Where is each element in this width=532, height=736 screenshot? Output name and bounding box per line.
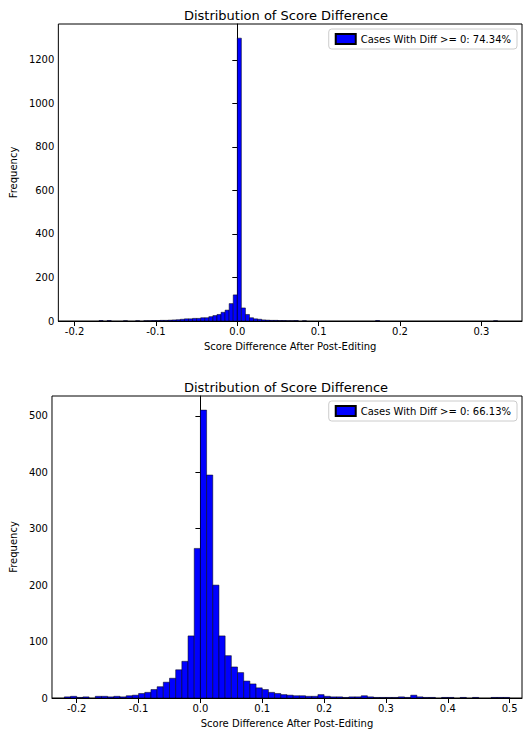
svg-text:1000: 1000: [29, 98, 54, 109]
svg-text:0.3: 0.3: [473, 326, 489, 337]
svg-text:-0.2: -0.2: [65, 326, 85, 337]
svg-text:0.3: 0.3: [378, 703, 394, 714]
svg-text:1200: 1200: [29, 54, 54, 65]
svg-text:0.4: 0.4: [440, 703, 456, 714]
svg-text:200: 200: [35, 272, 54, 283]
svg-text:100: 100: [29, 636, 48, 647]
svg-text:Distribution of Score Differen: Distribution of Score Difference: [184, 380, 388, 395]
svg-text:Cases With Diff >= 0: 66.13%: Cases With Diff >= 0: 66.13%: [361, 406, 511, 417]
svg-text:0.1: 0.1: [254, 703, 270, 714]
svg-text:400: 400: [35, 228, 54, 239]
svg-text:200: 200: [29, 580, 48, 591]
svg-text:600: 600: [35, 185, 54, 196]
svg-text:0.2: 0.2: [316, 703, 332, 714]
svg-text:0.2: 0.2: [392, 326, 408, 337]
svg-text:500: 500: [29, 410, 48, 421]
svg-text:-0.2: -0.2: [67, 703, 87, 714]
svg-text:0.0: 0.0: [229, 326, 245, 337]
svg-text:300: 300: [29, 523, 48, 534]
svg-text:0: 0: [42, 693, 48, 704]
svg-text:Score Difference After Post-Ed: Score Difference After Post-Editing: [201, 718, 373, 729]
svg-text:Cases With Diff >= 0: 74.34%: Cases With Diff >= 0: 74.34%: [361, 34, 511, 45]
svg-text:Frequency: Frequency: [8, 521, 19, 573]
svg-text:Frequency: Frequency: [8, 147, 19, 199]
svg-text:0.0: 0.0: [192, 703, 208, 714]
svg-text:Distribution of Score Differen: Distribution of Score Difference: [184, 8, 388, 23]
svg-text:0: 0: [48, 316, 54, 327]
svg-text:0.5: 0.5: [502, 703, 518, 714]
svg-text:400: 400: [29, 467, 48, 478]
svg-text:0.1: 0.1: [311, 326, 327, 337]
svg-text:-0.1: -0.1: [146, 326, 166, 337]
svg-text:-0.1: -0.1: [129, 703, 149, 714]
svg-text:800: 800: [35, 141, 54, 152]
svg-text:Score Difference After Post-Ed: Score Difference After Post-Editing: [204, 341, 376, 352]
